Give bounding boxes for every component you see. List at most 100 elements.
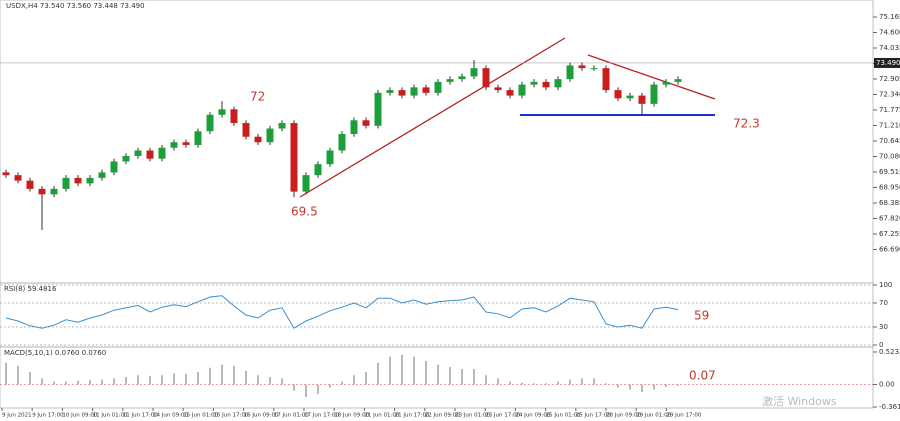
candle-body [650, 84, 658, 104]
time-label: 29 Jun 01:00 [636, 413, 671, 419]
time-label: 28 Jun 09:00 [606, 413, 641, 419]
candle-body [26, 180, 34, 189]
last-price-box [874, 57, 900, 68]
candle-body [434, 81, 442, 93]
candle-body [182, 142, 190, 145]
trendline [587, 54, 716, 100]
candle-body [674, 79, 682, 82]
candle-body [14, 175, 22, 181]
annotation: 0.07 [689, 369, 716, 383]
candle-body [110, 161, 118, 173]
candle-body [302, 175, 310, 192]
candle-body [602, 68, 610, 91]
candle-body [230, 109, 238, 124]
time-label: 25 Jun 01:00 [546, 413, 581, 419]
rsi-line [5, 295, 679, 329]
y-tick-label: -0.3617 [879, 403, 900, 411]
time-label: 21 Jun 01:00 [364, 413, 399, 419]
last-price-label: 73.490 [876, 59, 900, 67]
y-tick-label: 0 [879, 341, 883, 349]
candle-body [362, 120, 370, 126]
candle-body [38, 188, 46, 195]
candle-body [278, 123, 286, 129]
candle-body [146, 150, 154, 159]
candle-body [374, 92, 382, 126]
y-tick-label: 30 [879, 323, 888, 331]
trendline [299, 37, 566, 198]
y-tick-label: 68.385 [879, 199, 900, 207]
y-tick-label: 70 [879, 299, 888, 307]
candle-body [326, 150, 334, 165]
time-label: 23 Jun 17:00 [485, 413, 520, 419]
y-tick-label: 67.820 [879, 214, 900, 222]
time-label: 18 Jun 09:00 [334, 413, 369, 419]
time-label: 22 Jun 09:00 [425, 413, 460, 419]
time-label: 9 Jun 2021 [2, 413, 32, 419]
candle-body [122, 155, 130, 162]
time-label: 17 Jun 17:00 [304, 413, 339, 419]
candle-body [518, 84, 526, 96]
plot-frame [0, 0, 874, 409]
candle-body [242, 123, 250, 137]
candle-body [290, 123, 298, 192]
time-label: 15 Jun 17:00 [213, 413, 248, 419]
candle-body [566, 65, 574, 80]
candle-body [170, 142, 178, 148]
candle-body [134, 150, 142, 156]
time-label: 17 Jun 01:00 [274, 413, 309, 419]
candle-body [542, 81, 550, 88]
annotation: 72 [250, 90, 265, 104]
time-label: 14 Jun 09:00 [153, 413, 188, 419]
annotation: 69.5 [291, 205, 318, 219]
candle-body [638, 95, 646, 104]
time-label: 15 Jun 01:00 [183, 413, 218, 419]
chart-title: USDX,H4 73.540 73.560 73.448 73.490 [6, 2, 145, 10]
y-tick-label: 0.5233 [879, 348, 900, 356]
y-tick-label: 70.645 [879, 137, 900, 145]
candle-body [410, 87, 418, 96]
time-label: 23 Jun 01:00 [455, 413, 490, 419]
candle-body [350, 120, 358, 135]
time-label: 24 Jun 09:00 [515, 413, 550, 419]
y-tick-label: 72.340 [879, 91, 900, 99]
y-tick-label: 75.165 [879, 13, 900, 21]
y-tick-label: 100 [879, 281, 892, 289]
time-label: 10 Jun 09:00 [62, 413, 97, 419]
indicator-title: MACD(5,10,1) 0.0760 0.0760 [4, 349, 106, 357]
candle-body [530, 81, 538, 85]
candle-body [62, 177, 70, 189]
candle-body [314, 164, 322, 176]
candle-body [458, 76, 466, 80]
y-tick-label: 74.600 [879, 29, 900, 37]
candle-body [590, 68, 598, 70]
y-tick-label: 69.515 [879, 168, 900, 176]
candle-body [98, 172, 106, 178]
y-tick-label: 66.690 [879, 245, 900, 253]
y-tick-label: 0.00 [879, 381, 895, 389]
candle-body [446, 79, 454, 82]
y-tick-label: 68.950 [879, 183, 900, 191]
y-tick-label: 74.035 [879, 44, 900, 52]
y-tick-label: 67.255 [879, 230, 900, 238]
candle-body [338, 134, 346, 151]
candle-body [218, 109, 226, 115]
candle-body [554, 79, 562, 88]
candle-body [194, 131, 202, 145]
candle-body [74, 177, 82, 184]
time-label: 29 Jun 17:00 [666, 413, 701, 419]
candle-body [50, 188, 58, 195]
time-label: 16 Jun 09:00 [244, 413, 279, 419]
candle-body [626, 95, 634, 99]
candle-body [266, 128, 274, 143]
candle-body [506, 90, 514, 96]
candle-body [254, 136, 262, 143]
candle-body [2, 172, 10, 176]
candle-body [86, 177, 94, 184]
candle-body [614, 90, 622, 99]
y-tick-label: 71.775 [879, 106, 900, 114]
candle-body [386, 90, 394, 93]
candle-body [206, 114, 214, 132]
y-tick-label: 72.905 [879, 75, 900, 83]
candle-body [578, 65, 586, 69]
